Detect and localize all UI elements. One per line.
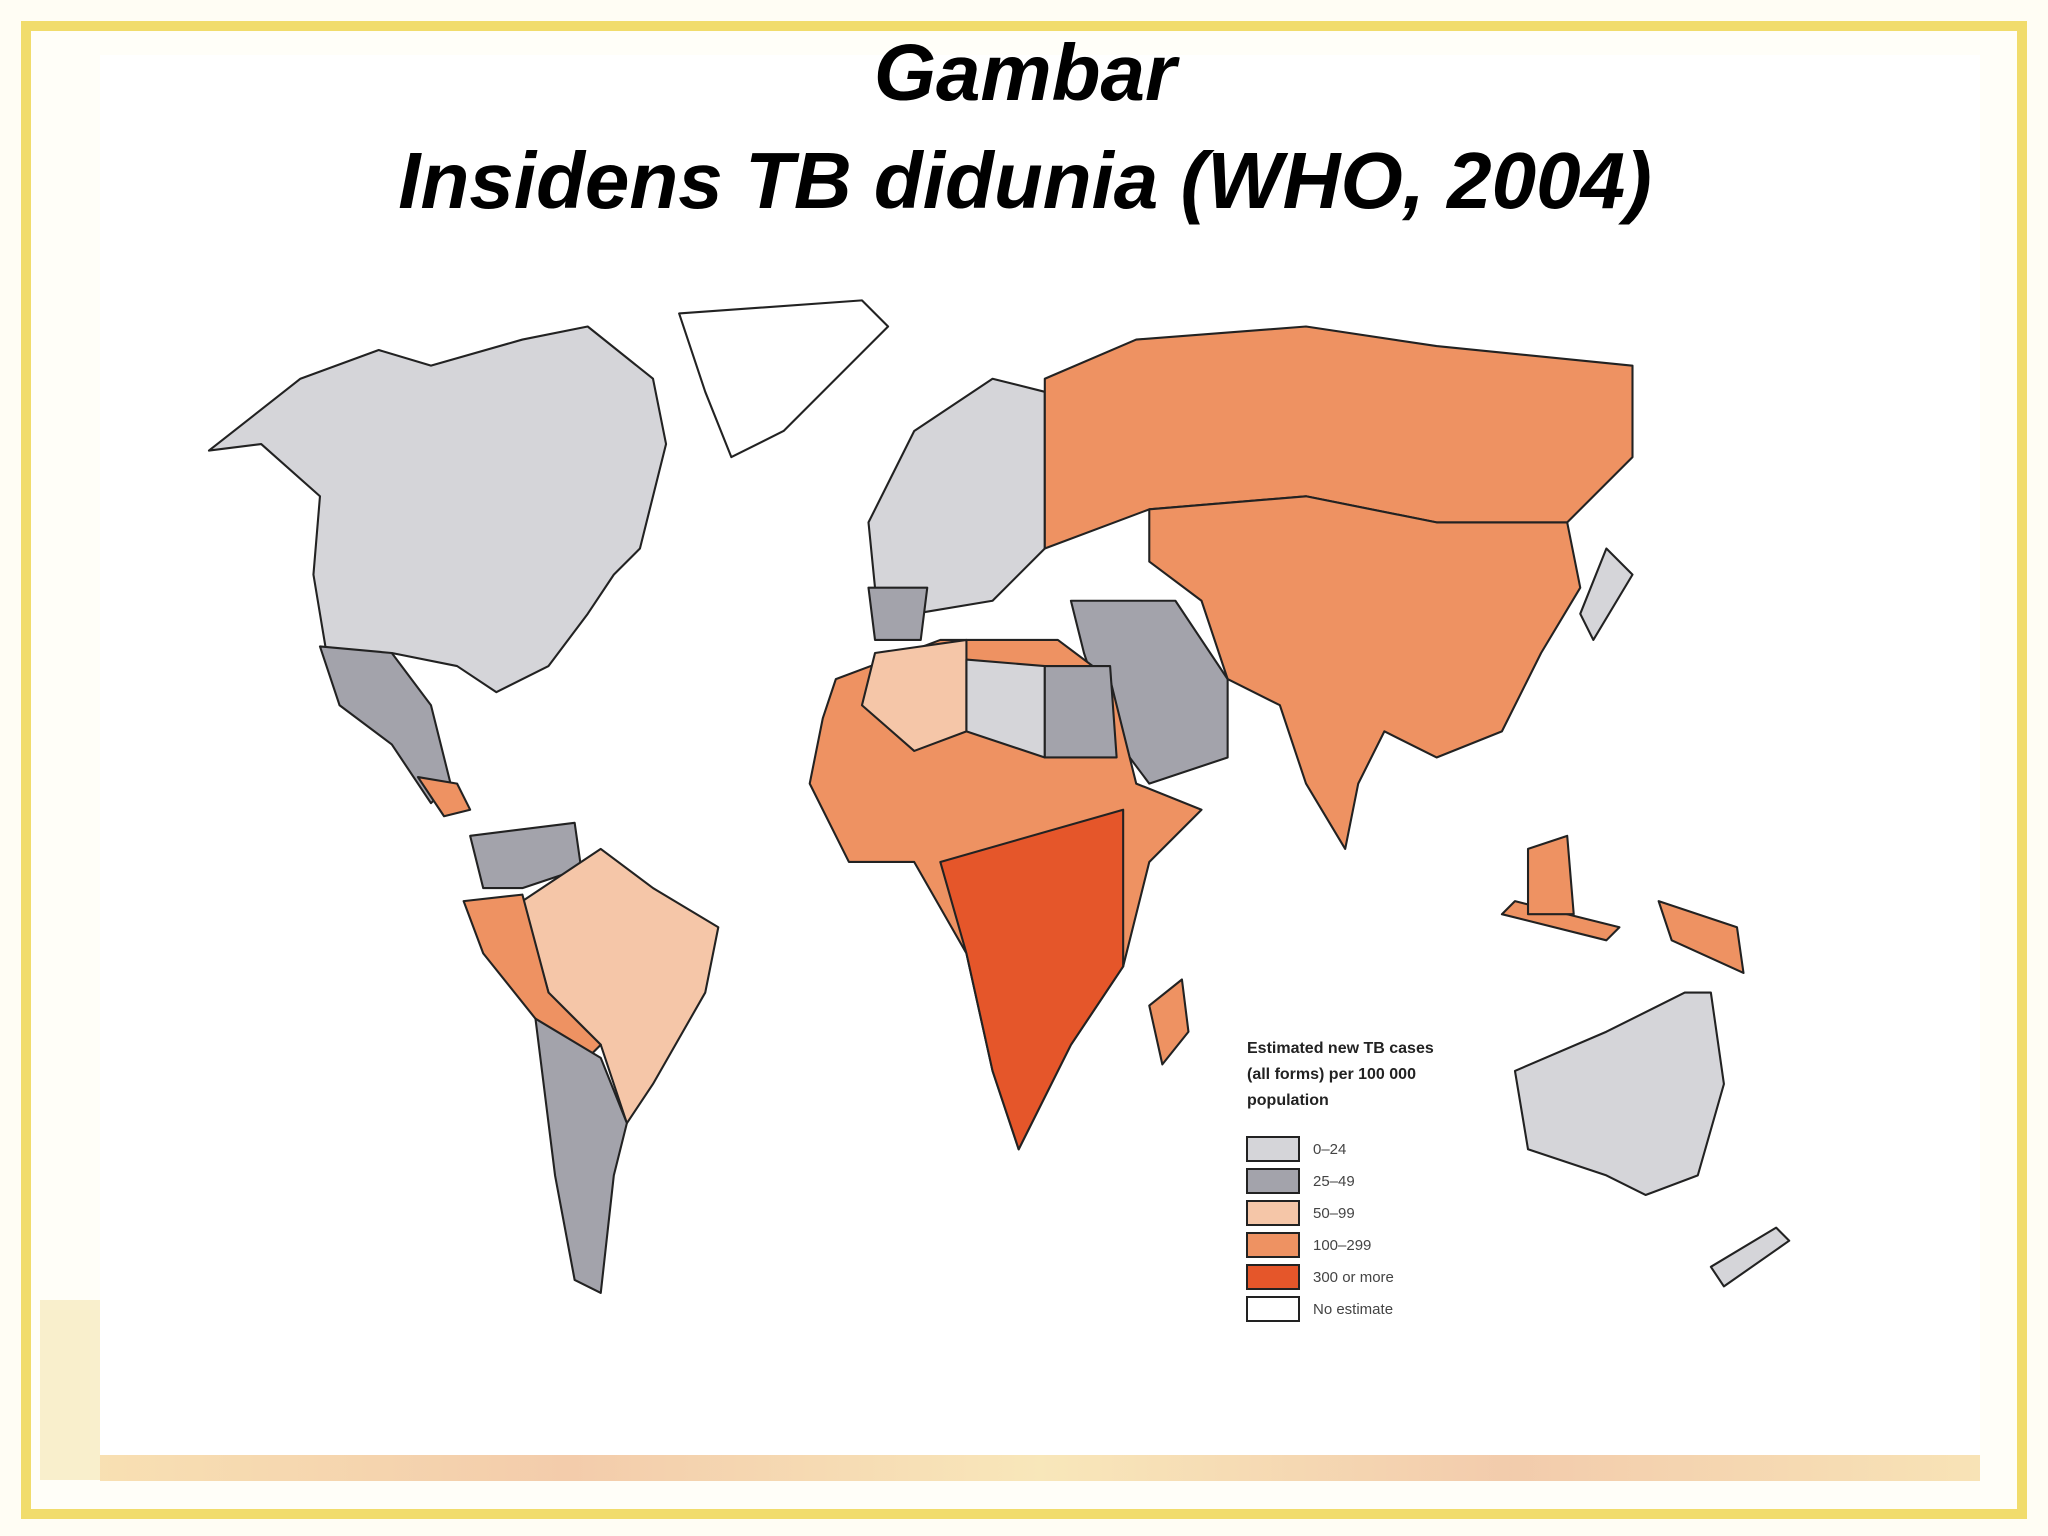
- country-region: [1043, 665, 1118, 759]
- world-map: [207, 299, 1791, 1294]
- legend-swatch: [1246, 1136, 1300, 1162]
- country-region: [867, 586, 929, 641]
- legend-swatch: [1246, 1264, 1300, 1290]
- decor-grass: [40, 1300, 100, 1480]
- country-region: [1657, 900, 1745, 975]
- legend-label: 25–49: [1313, 1173, 1355, 1190]
- country-region: [1513, 991, 1725, 1197]
- country-region: [678, 299, 890, 459]
- country-region: [1709, 1226, 1791, 1288]
- legend-swatch: [1246, 1168, 1300, 1194]
- legend-title: population: [1247, 1092, 1329, 1109]
- legend-label: No estimate: [1313, 1301, 1393, 1318]
- legend: Estimated new TB cases (all forms) per 10…: [1246, 1040, 1434, 1322]
- country-region: [939, 808, 1125, 1151]
- country-region: [1043, 325, 1634, 550]
- title-line-2: Insidens TB didunia (WHO, 2004): [398, 136, 1651, 225]
- legend-label: 100–299: [1313, 1237, 1371, 1254]
- country-region: [534, 1017, 628, 1294]
- country-region: [207, 325, 668, 694]
- decor-strip: [100, 1455, 1980, 1481]
- country-region: [1148, 978, 1190, 1066]
- country-region: [462, 893, 602, 1059]
- country-region: [860, 638, 968, 752]
- title-line-1: Gambar: [874, 28, 1180, 117]
- country-region: [1148, 495, 1582, 850]
- legend-swatch: [1246, 1200, 1300, 1226]
- country-region: [1579, 547, 1634, 641]
- legend-title: Estimated new TB cases: [1247, 1040, 1434, 1057]
- country-region: [469, 821, 583, 890]
- legend-title: (all forms) per 100 000: [1247, 1066, 1416, 1083]
- country-region: [1526, 834, 1575, 916]
- legend-label: 300 or more: [1313, 1269, 1394, 1286]
- legend-swatch: [1246, 1232, 1300, 1258]
- legend-label: 50–99: [1313, 1205, 1355, 1222]
- legend-swatch: [1246, 1296, 1300, 1322]
- legend-label: 0–24: [1313, 1141, 1346, 1158]
- country-region: [416, 776, 472, 818]
